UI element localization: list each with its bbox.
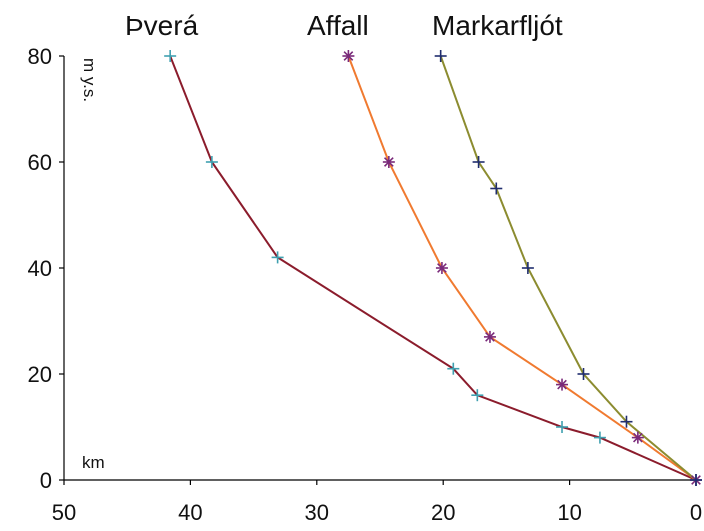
data-point-markarfljot <box>472 156 485 168</box>
series-line-thvera <box>169 55 697 481</box>
labels: Þverá Affall Markarfljót m y.s. km <box>80 10 563 472</box>
data-point-thvera <box>205 156 218 168</box>
data-point-affall <box>483 330 496 343</box>
data-point-markarfljot <box>434 50 447 62</box>
y-tick-label: 20 <box>28 362 52 387</box>
data-point-affall <box>382 156 395 168</box>
series-label-markarfljot: Markarfljót <box>432 10 563 41</box>
y-tick-label: 40 <box>28 256 52 281</box>
y-tick-label: 80 <box>28 44 52 69</box>
x-tick-label: 50 <box>52 500 76 525</box>
data-point-thvera <box>271 251 284 264</box>
data-point-thvera <box>593 431 606 444</box>
x-tick-label: 0 <box>690 500 702 525</box>
series-label-thvera: Þverá <box>125 10 199 41</box>
x-tick-label: 40 <box>178 500 202 525</box>
data-point-affall <box>342 50 355 62</box>
data-point-thvera <box>447 362 460 375</box>
series-markers <box>164 50 702 486</box>
data-point-affall <box>435 262 448 274</box>
data-point-affall <box>631 431 644 444</box>
x-axis-unit: km <box>82 453 105 472</box>
data-point-markarfljot <box>577 368 590 380</box>
data-point-markarfljot <box>490 182 503 195</box>
y-tick-label: 60 <box>28 150 52 175</box>
series-lines <box>169 55 697 481</box>
data-point-affall <box>556 378 569 391</box>
series-line-markarfljot <box>439 55 697 481</box>
data-point-thvera <box>471 389 484 402</box>
axes <box>63 56 696 481</box>
data-point-markarfljot <box>690 474 702 486</box>
x-tick-label: 30 <box>305 500 329 525</box>
data-point-thvera <box>556 421 569 433</box>
data-point-thvera <box>164 50 177 62</box>
series-label-affall: Affall <box>307 10 369 41</box>
x-tick-label: 20 <box>431 500 455 525</box>
x-tick-label: 10 <box>557 500 581 525</box>
y-tick-label: 0 <box>40 468 52 493</box>
data-point-markarfljot <box>620 415 633 428</box>
data-point-markarfljot <box>521 262 534 274</box>
y-axis-unit: m y.s. <box>80 58 99 102</box>
